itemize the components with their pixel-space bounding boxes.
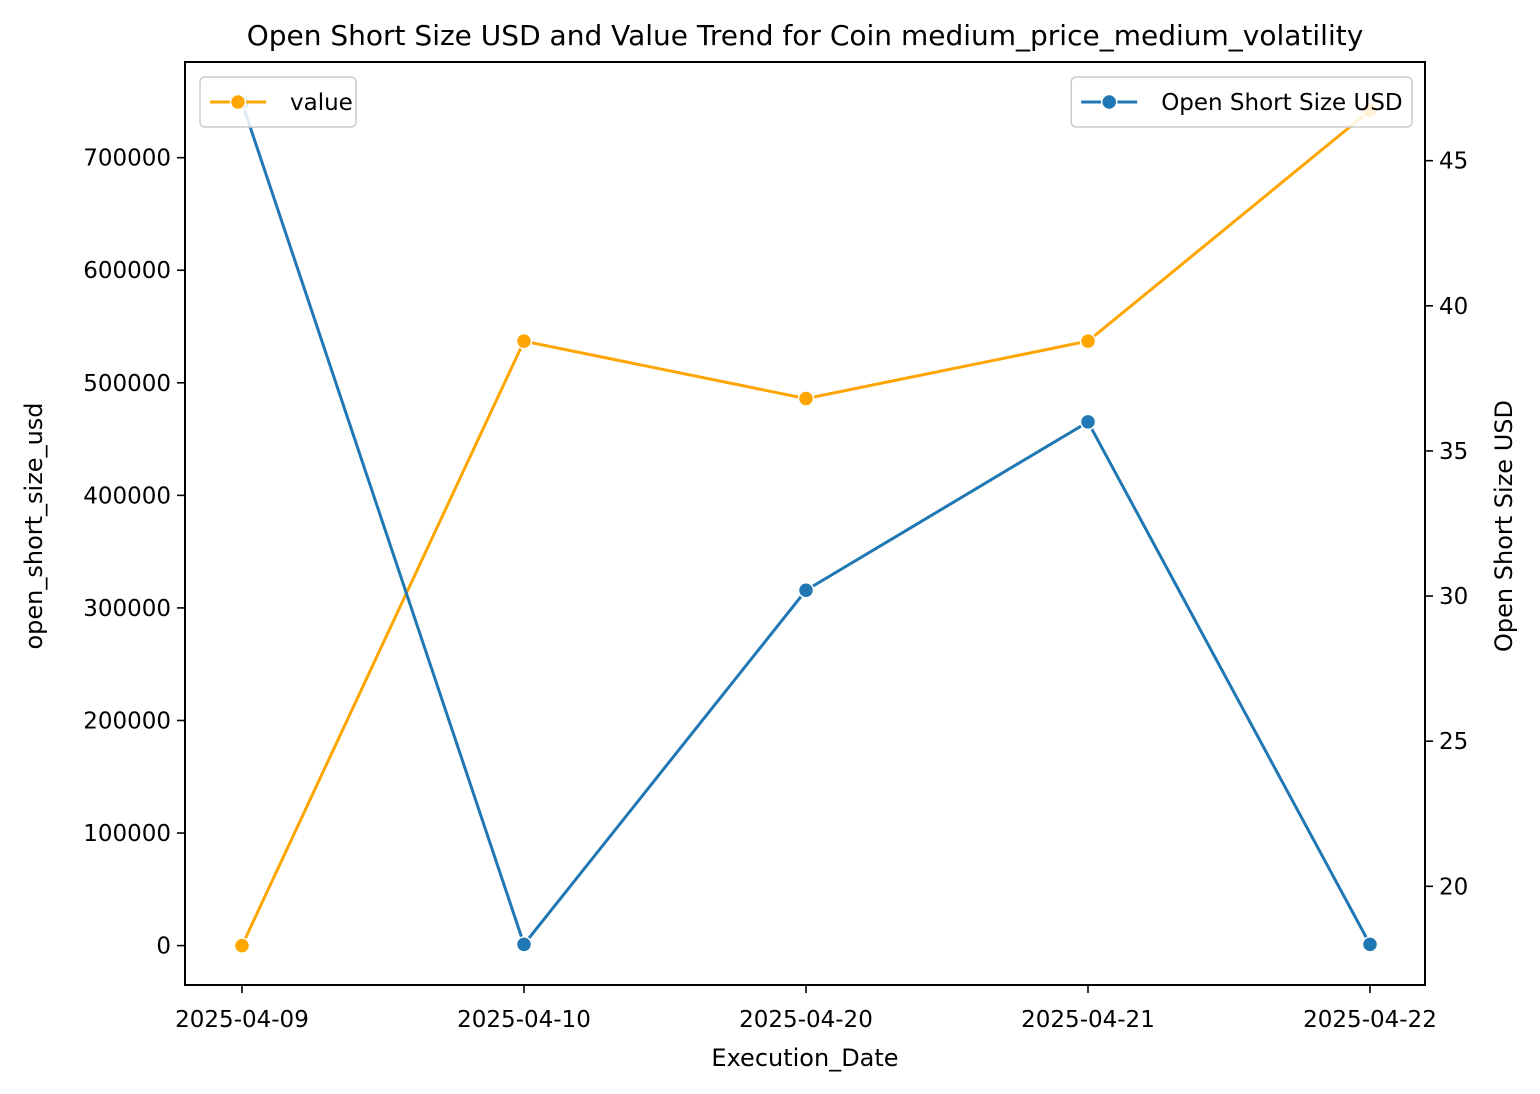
data-point-value (1079, 332, 1097, 350)
data-point-value (233, 937, 251, 954)
data-point-value (515, 332, 533, 350)
legend-layer: value Open Short Size USD (199, 76, 1413, 128)
left-tick-label: 700000 (83, 146, 171, 172)
left-tick-label: 400000 (83, 483, 171, 509)
right-tick-label: 40 (1439, 294, 1468, 320)
legend-box (1070, 76, 1413, 128)
data-point-open-short-size-usd (515, 936, 533, 953)
legend-label: value (290, 90, 353, 116)
right-y-axis: 20 25 30 35 40 45 (1425, 149, 1468, 900)
data-point-open-short-size-usd (797, 582, 815, 599)
left-tick-label: 100000 (83, 821, 171, 847)
legend-marker-swatch (1100, 93, 1118, 111)
right-tick-label: 25 (1439, 729, 1468, 755)
left-tick-label: 600000 (83, 258, 171, 284)
left-axis-label: open_short_size_usd (20, 402, 48, 649)
right-tick-label: 45 (1439, 149, 1468, 175)
left-tick-label: 0 (156, 934, 171, 960)
chart-title: Open Short Size USD and Value Trend for … (247, 19, 1364, 52)
data-point-open-short-size-usd (1079, 413, 1097, 431)
plot-frame (184, 61, 1426, 986)
x-axis-label: Execution_Date (711, 1044, 898, 1072)
left-tick-label: 500000 (83, 371, 171, 397)
left-y-axis: 0 100000 200000 300000 400000 500000 600000 700… (83, 146, 185, 960)
x-tick-label: 2025-04-22 (1303, 1007, 1437, 1033)
right-tick-label: 30 (1439, 584, 1468, 610)
right-tick-label: 20 (1439, 874, 1468, 900)
series-line-value (240, 109, 1371, 947)
legend-open-short-size-usd: Open Short Size USD (1070, 76, 1413, 128)
x-tick-label: 2025-04-09 (175, 1007, 309, 1033)
x-tick-label: 2025-04-21 (1021, 1007, 1155, 1033)
series-layer (233, 94, 1379, 954)
legend-marker-swatch (229, 93, 247, 111)
data-point-value (797, 390, 815, 407)
left-tick-label: 200000 (83, 708, 171, 734)
left-tick-label: 300000 (83, 596, 171, 622)
x-tick-label: 2025-04-10 (457, 1007, 591, 1033)
right-tick-label: 35 (1439, 439, 1468, 465)
legend-label: Open Short Size USD (1161, 90, 1402, 116)
x-axis: 2025-04-09 2025-04-10 2025-04-20 2025-04-21… (175, 985, 1437, 1033)
right-axis-label: Open Short Size USD (1490, 400, 1518, 652)
series-line-open-short-size-usd (240, 102, 1372, 948)
legend-box (199, 76, 357, 128)
legend-value: value (199, 76, 357, 128)
x-tick-label: 2025-04-20 (739, 1007, 873, 1033)
data-point-open-short-size-usd (1361, 936, 1379, 953)
